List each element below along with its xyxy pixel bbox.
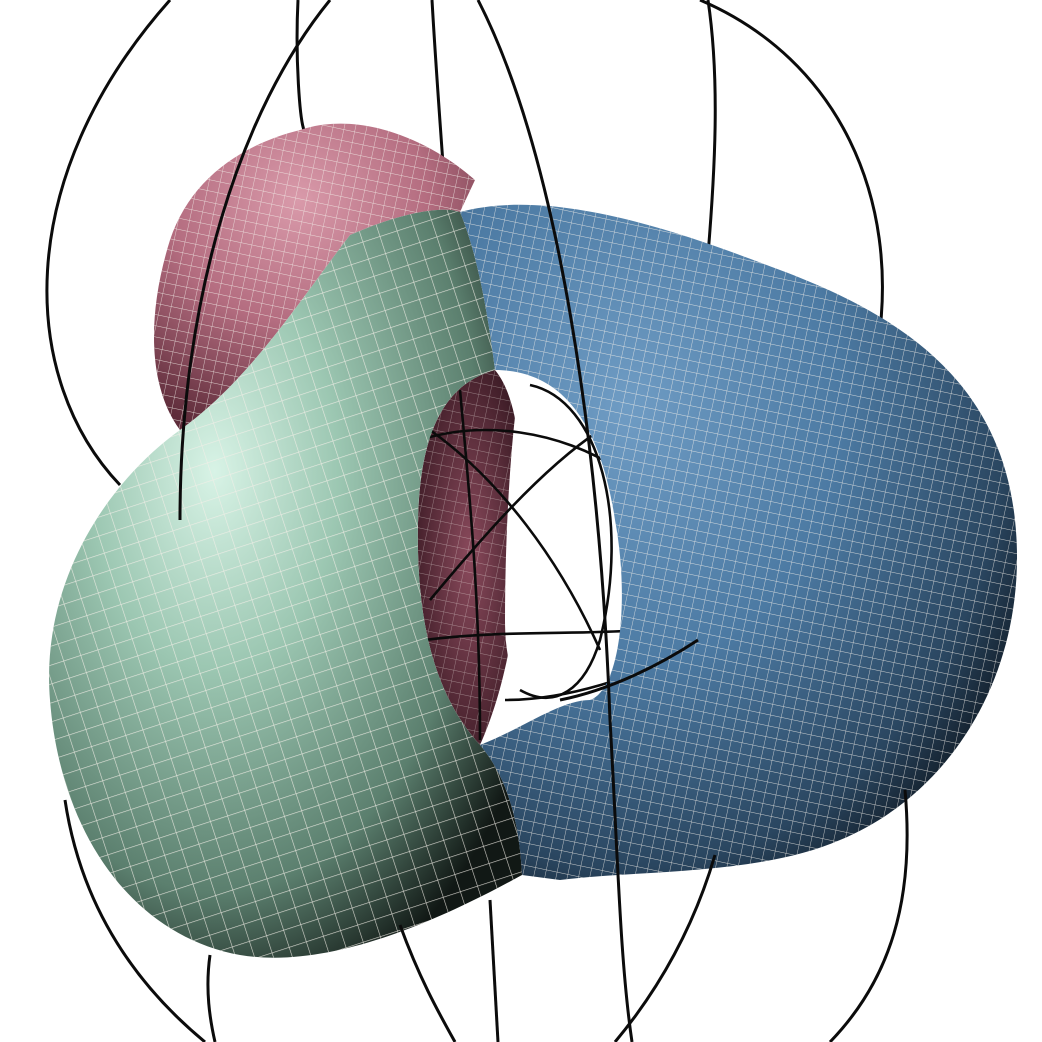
wire-curves-back	[45, 0, 884, 487]
wire-curves-front	[63, 0, 909, 1042]
hole-opening	[505, 380, 627, 707]
inner-hole-wall	[417, 370, 522, 745]
